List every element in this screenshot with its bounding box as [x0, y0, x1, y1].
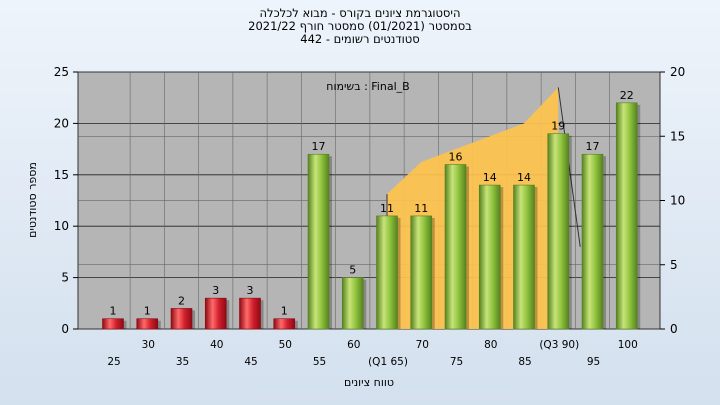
data-label-45: 3	[247, 284, 254, 297]
y-tick-label: 10	[54, 219, 69, 233]
y2-tick-label: 5	[670, 258, 678, 272]
x-tick-label: 95	[587, 356, 600, 368]
data-label-25: 1	[110, 305, 117, 318]
bar-45	[239, 297, 261, 330]
bar-95	[581, 153, 604, 330]
bar-75	[444, 164, 467, 330]
data-label-90: 19	[551, 120, 565, 133]
data-label-70: 11	[414, 202, 428, 215]
bar-30	[136, 318, 159, 330]
y2-tick-label: 15	[670, 129, 685, 143]
bar-35	[170, 308, 193, 330]
x-tick-label: 35	[176, 356, 189, 368]
y-tick-label: 25	[54, 65, 69, 79]
chart-title-line-3: סטודנטים רשומים - 442	[300, 32, 420, 46]
bar-65	[376, 215, 398, 330]
bar-85	[513, 184, 535, 330]
x-tick-label: 55	[313, 356, 326, 368]
y-tick-label: 20	[54, 116, 69, 130]
x-tick-label: 85	[518, 356, 531, 368]
y-tick-label: 0	[61, 322, 69, 336]
bar-100	[615, 102, 638, 330]
data-label-60: 5	[349, 264, 356, 277]
data-label-100: 22	[620, 89, 634, 102]
bar-55	[307, 153, 330, 330]
x-tick-label: 50	[279, 339, 292, 351]
y2-tick-label: 10	[670, 194, 685, 208]
y2-tick-label: 20	[670, 65, 685, 79]
bar-40	[204, 297, 227, 330]
q3-marker-line	[557, 87, 581, 247]
x-tick-label: 100	[618, 339, 638, 351]
x-tick-label: (Q1 65)	[368, 356, 408, 368]
bars	[102, 102, 641, 330]
x-tick-label: 30	[142, 339, 155, 351]
x-axis-label: טווח ציונים	[344, 376, 394, 389]
data-label-30: 1	[144, 305, 151, 318]
y2-tick-label: 0	[670, 322, 678, 336]
data-label-75: 16	[449, 151, 463, 164]
chart-title-line-1: היסטוגרמת ציונים בקורס - מבוא לכלכלה	[259, 6, 461, 20]
bar-80	[478, 184, 501, 330]
chart-title: היסטוגרמת ציונים בקורס - מבוא לכלכלה בסמ…	[0, 7, 720, 46]
bar-25	[102, 318, 124, 330]
bar-60	[341, 277, 364, 330]
y-tick-label: 15	[54, 168, 69, 182]
y-tick-label: 5	[61, 271, 69, 285]
chart-annotation: בשימוח : Final_B	[326, 80, 409, 93]
bar-50	[273, 318, 296, 330]
data-label-55: 17	[312, 140, 326, 153]
data-label-65: 11	[380, 202, 394, 215]
data-label-50: 1	[281, 305, 288, 318]
x-tick-label: (Q3 90)	[539, 339, 579, 351]
y-axis-label: מספר סטודנטים	[26, 162, 39, 238]
data-label-40: 3	[212, 284, 219, 297]
x-tick-label: 75	[450, 356, 463, 368]
x-tick-label: 60	[347, 339, 360, 351]
x-tick-label: 45	[244, 356, 257, 368]
x-tick-label: 80	[484, 339, 497, 351]
data-label-95: 17	[586, 140, 600, 153]
x-tick-label: 70	[416, 339, 429, 351]
chart-title-line-2: בסמסטר (01/2021) סמסטר חורף 2021/22	[248, 19, 472, 33]
x-tick-label: 40	[210, 339, 223, 351]
data-label-85: 14	[517, 171, 531, 184]
bar-70	[410, 215, 433, 330]
bar-90	[547, 133, 570, 330]
data-label-80: 14	[483, 171, 497, 184]
data-label-35: 2	[178, 294, 185, 307]
x-tick-label: 25	[107, 356, 120, 368]
